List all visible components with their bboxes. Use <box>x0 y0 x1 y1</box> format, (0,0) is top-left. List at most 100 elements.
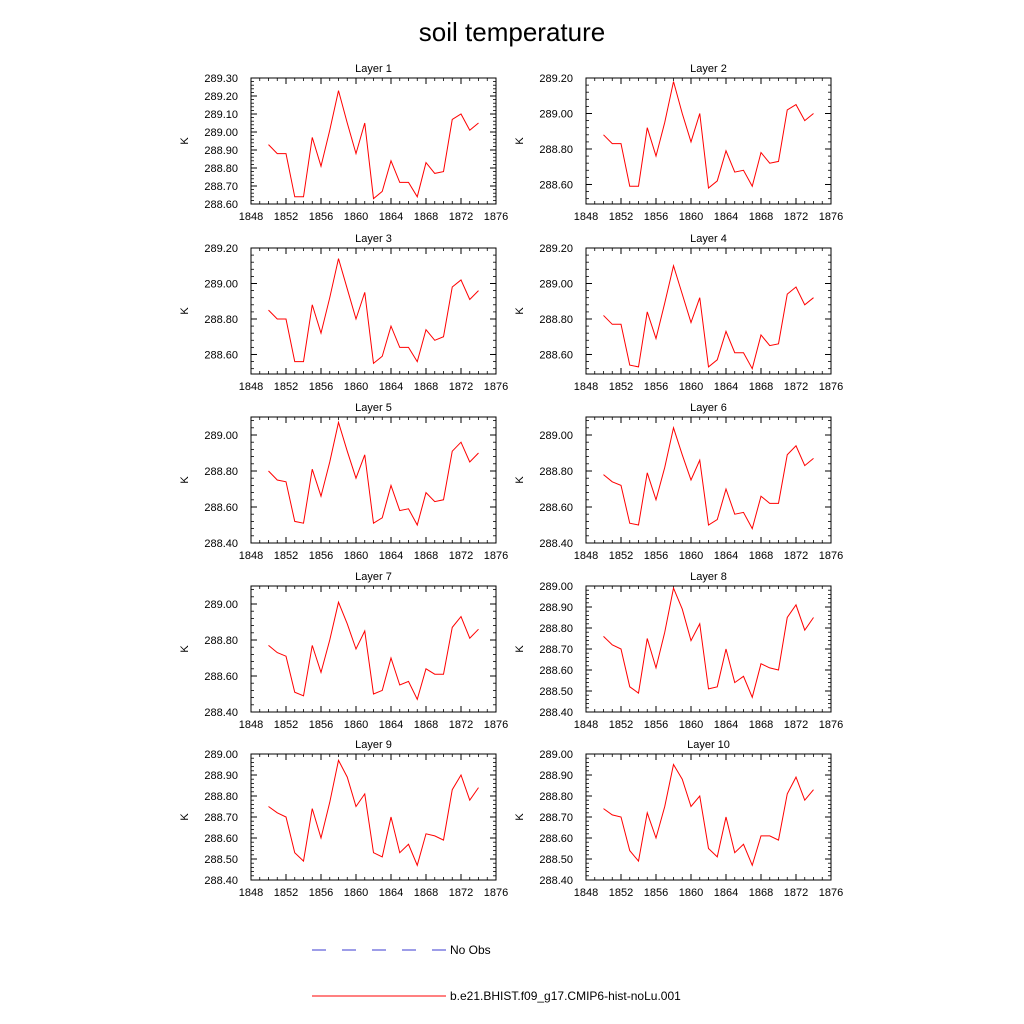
x-tick-label: 1860 <box>679 211 703 223</box>
panel-title: Layer 10 <box>687 739 730 751</box>
x-tick-label: 1872 <box>449 887 473 899</box>
plot-frame <box>585 585 832 713</box>
y-tick-label: 289.00 <box>204 430 238 442</box>
x-tick-label: 1848 <box>239 719 263 731</box>
y-tick-label: 288.80 <box>539 623 573 635</box>
y-tick-label: 288.40 <box>539 875 573 887</box>
x-tick-label: 1872 <box>784 211 808 223</box>
x-tick-label: 1876 <box>484 719 508 731</box>
x-tick-label: 1848 <box>574 719 598 731</box>
x-tick-label: 1852 <box>274 719 298 731</box>
x-tick-label: 1852 <box>274 887 298 899</box>
x-tick-label: 1848 <box>239 550 263 562</box>
plot-frame <box>250 416 497 544</box>
legend-label-no-obs: No Obs <box>450 943 491 957</box>
x-tick-label: 1876 <box>819 719 843 731</box>
x-tick-label: 1860 <box>344 719 368 731</box>
y-tick-label: 288.60 <box>204 349 238 361</box>
series-line <box>268 258 479 365</box>
y-tick-label: 288.70 <box>539 644 573 656</box>
x-tick-label: 1868 <box>749 719 773 731</box>
panel-layer-3: Layer 3 K 1848 1852 1856 1860 1864 1868 1872 1876… <box>179 233 508 393</box>
x-tick-label: 1860 <box>344 381 368 393</box>
x-tick-label: 1852 <box>609 887 633 899</box>
x-tick-label: 1856 <box>644 381 668 393</box>
y-tick-label: 289.00 <box>539 749 573 761</box>
x-tick-label: 1856 <box>309 719 333 731</box>
x-tick-label: 1860 <box>679 887 703 899</box>
panel-layer-4: Layer 4 K 1848 1852 1856 1860 1864 1868 1872 1876… <box>514 233 843 393</box>
panel-layer-5: Layer 5 K 1848 1852 1856 1860 1864 1868 1872 1876… <box>179 402 508 562</box>
y-tick-label: 289.00 <box>204 127 238 139</box>
legend-label-model-run: b.e21.BHIST.f09_g17.CMIP6-hist-noLu.001 <box>450 989 681 1003</box>
x-tick-label: 1876 <box>819 381 843 393</box>
y-tick-label: 288.80 <box>539 144 573 156</box>
x-tick-label: 1848 <box>574 381 598 393</box>
x-tick-label: 1872 <box>784 719 808 731</box>
y-tick-label: 288.40 <box>539 538 573 550</box>
y-tick-label: 288.90 <box>204 770 238 782</box>
x-tick-label: 1856 <box>644 719 668 731</box>
y-axis-label: K <box>179 307 191 315</box>
x-tick-label: 1864 <box>379 887 403 899</box>
panel-title: Layer 9 <box>355 739 392 751</box>
x-tick-label: 1868 <box>749 550 773 562</box>
panel-title: Layer 3 <box>355 233 392 245</box>
y-tick-label: 289.00 <box>204 749 238 761</box>
legend: No Obs b.e21.BHIST.f09_g17.CMIP6-hist-no… <box>312 943 681 1003</box>
panel-layer-8: Layer 8 K 1848 1852 1856 1860 1864 1868 1872 1876… <box>514 571 843 731</box>
x-tick-label: 1872 <box>449 719 473 731</box>
y-tick-label: 288.60 <box>204 671 238 683</box>
x-tick-label: 1856 <box>309 381 333 393</box>
y-tick-label: 289.30 <box>204 73 238 85</box>
x-tick-label: 1872 <box>784 550 808 562</box>
x-tick-label: 1868 <box>414 887 438 899</box>
x-tick-label: 1852 <box>609 550 633 562</box>
y-tick-label: 289.10 <box>204 109 238 121</box>
x-tick-label: 1864 <box>714 211 738 223</box>
y-tick-label: 288.70 <box>539 812 573 824</box>
x-tick-label: 1852 <box>609 719 633 731</box>
y-tick-label: 288.40 <box>204 875 238 887</box>
plot-frame <box>585 247 832 375</box>
plot-frame <box>250 247 497 375</box>
x-tick-label: 1860 <box>679 550 703 562</box>
y-axis-label: K <box>179 476 191 484</box>
panel-layer-9: Layer 9 K 1848 1852 1856 1860 1864 1868 1872 1876… <box>179 739 508 899</box>
y-tick-label: 288.60 <box>204 502 238 514</box>
series-line <box>603 586 814 699</box>
x-tick-label: 1852 <box>274 550 298 562</box>
x-tick-label: 1852 <box>609 381 633 393</box>
x-tick-label: 1864 <box>714 381 738 393</box>
x-tick-label: 1856 <box>644 887 668 899</box>
x-tick-label: 1868 <box>414 211 438 223</box>
y-tick-label: 288.60 <box>204 833 238 845</box>
panel-layer-6: Layer 6 K 1848 1852 1856 1860 1864 1868 1872 1876… <box>514 402 843 562</box>
plot-frame <box>250 77 497 205</box>
y-tick-label: 288.80 <box>204 314 238 326</box>
y-axis-label: K <box>514 307 526 315</box>
y-tick-label: 288.60 <box>539 833 573 845</box>
y-tick-label: 288.80 <box>204 791 238 803</box>
y-axis-label: K <box>179 137 191 145</box>
y-tick-label: 288.60 <box>539 502 573 514</box>
y-tick-label: 288.40 <box>539 707 573 719</box>
panel-layer-10: Layer 10 K 1848 1852 1856 1860 1864 1868 1872 187… <box>514 739 843 899</box>
plot-frame <box>585 753 832 881</box>
x-tick-label: 1864 <box>714 719 738 731</box>
x-tick-label: 1868 <box>749 211 773 223</box>
y-tick-label: 288.60 <box>539 179 573 191</box>
panel-title: Layer 1 <box>355 63 392 75</box>
y-tick-label: 288.50 <box>539 686 573 698</box>
y-tick-label: 289.00 <box>539 430 573 442</box>
x-tick-label: 1864 <box>379 719 403 731</box>
y-tick-label: 289.20 <box>204 243 238 255</box>
series-line <box>603 763 814 867</box>
y-axis-label: K <box>514 645 526 653</box>
x-tick-label: 1848 <box>239 887 263 899</box>
series-line <box>268 420 479 527</box>
series-line <box>603 425 814 530</box>
x-tick-label: 1876 <box>484 550 508 562</box>
y-tick-label: 288.80 <box>204 163 238 175</box>
